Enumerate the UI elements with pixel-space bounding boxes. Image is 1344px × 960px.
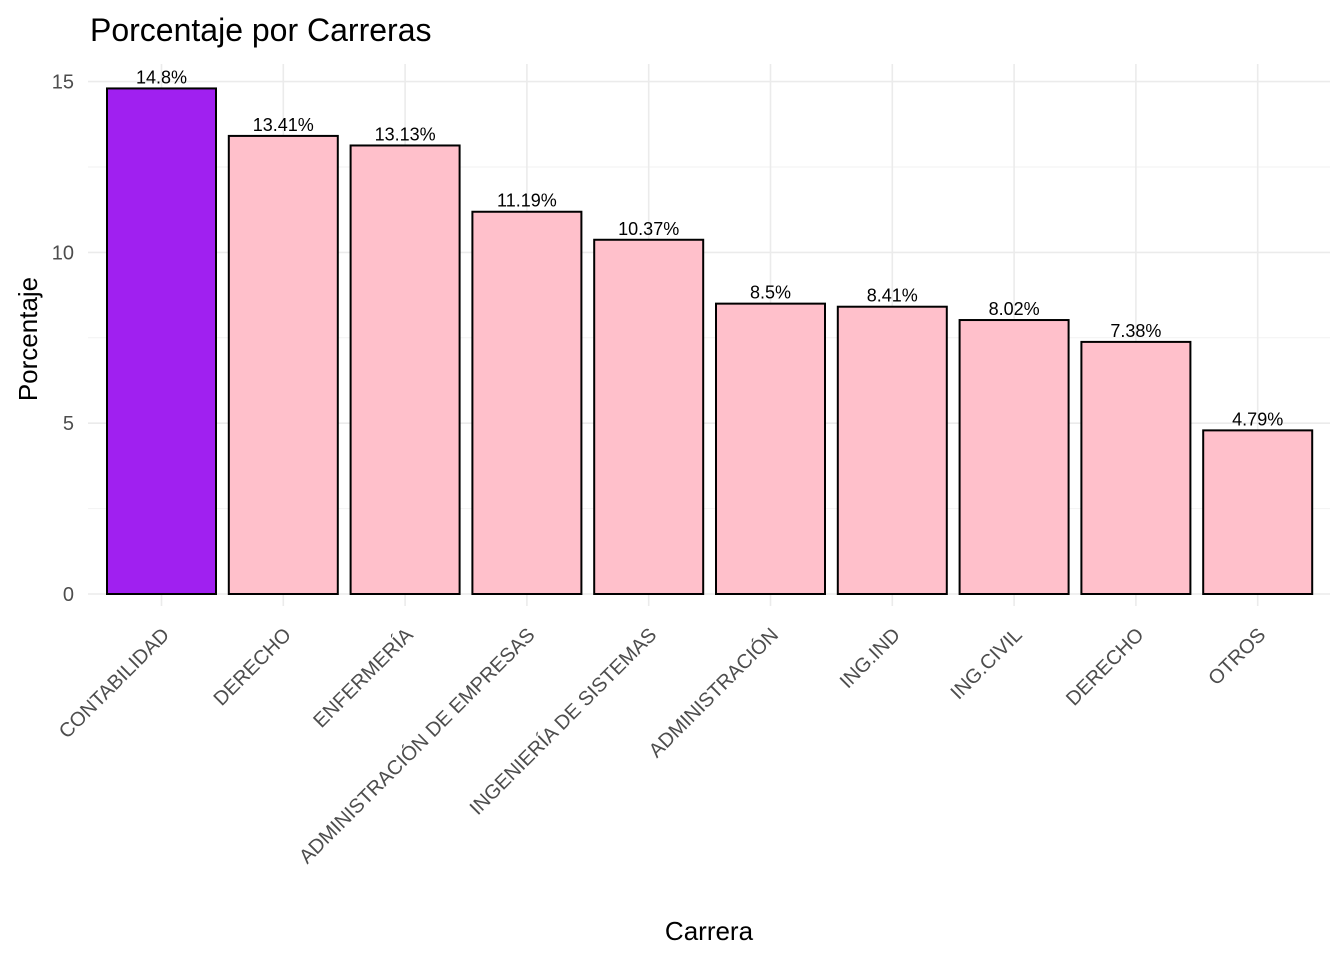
x-tick-label: DERECHO	[210, 624, 296, 710]
bar-value-label: 7.38%	[1110, 321, 1161, 341]
x-tick-label: DERECHO	[1062, 624, 1148, 710]
bar	[106, 87, 217, 595]
bar-value-label: 10.37%	[618, 219, 679, 239]
y-axis-title: Porcentaje	[13, 277, 43, 401]
bars	[106, 87, 1314, 596]
bar-value-label: 13.13%	[375, 124, 436, 144]
data-labels: 14.8% 13.41% 13.13% 11.19% 10.37% 8.5% 8.41% 8.…	[136, 67, 1283, 429]
x-tick-label: ADMINISTRACIÓN DE EMPRESAS	[295, 623, 540, 868]
bar	[715, 302, 826, 595]
bar-value-label: 4.79%	[1232, 409, 1283, 429]
x-axis-title: Carrera	[665, 916, 754, 946]
bar	[958, 319, 1070, 595]
x-tick-label: CONTABILIDAD	[55, 624, 174, 743]
x-tick-label: ENFERMERÍA	[309, 623, 418, 732]
bar-value-label: 11.19%	[497, 191, 557, 211]
y-tick-label: 5	[63, 413, 74, 435]
bar	[836, 305, 948, 595]
bar	[227, 134, 339, 595]
bar	[1080, 340, 1192, 595]
bar	[1202, 429, 1314, 595]
bar-value-label: 8.5%	[750, 283, 791, 303]
y-axis-ticks: 0 5 10 15	[52, 72, 74, 606]
bar-value-label: 8.41%	[867, 286, 918, 306]
bar-value-label: 8.02%	[989, 299, 1040, 319]
bar-value-label: 13.41%	[253, 115, 314, 135]
x-tick-label: ING.CIVIL	[947, 624, 1027, 704]
bar	[593, 238, 705, 595]
bar	[471, 210, 583, 595]
y-tick-label: 0	[63, 584, 74, 606]
y-tick-label: 15	[52, 72, 74, 94]
bar-value-label: 14.8%	[136, 67, 187, 87]
y-tick-label: 10	[52, 242, 74, 264]
x-tick-label: OTROS	[1204, 624, 1270, 690]
x-axis-ticks: CONTABILIDAD DERECHO ENFERMERÍAADMINISTRAC…	[55, 623, 1270, 868]
chart-title: Porcentaje por Carreras	[90, 12, 431, 48]
x-tick-label: ADMINISTRACIÓN	[644, 623, 783, 762]
x-tick-label: ING.IND	[836, 624, 905, 693]
bar	[349, 144, 461, 596]
